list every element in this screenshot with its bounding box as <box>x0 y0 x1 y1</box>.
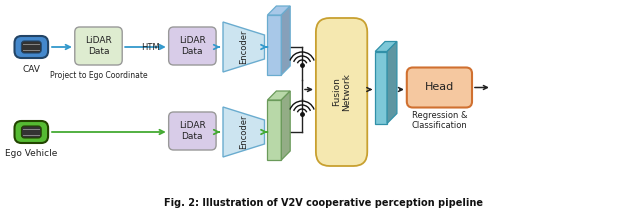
Polygon shape <box>223 107 264 157</box>
Text: Fig. 2: Illustration of V2V cooperative perception pipeline: Fig. 2: Illustration of V2V cooperative … <box>164 198 483 208</box>
Text: LiDAR
Data: LiDAR Data <box>179 36 205 56</box>
Polygon shape <box>282 6 290 75</box>
Text: Encoder: Encoder <box>239 115 248 149</box>
Text: Project to Ego Coordinate: Project to Ego Coordinate <box>50 71 147 81</box>
Text: LiDAR
Data: LiDAR Data <box>179 121 205 141</box>
Text: Fusion
Network: Fusion Network <box>332 73 351 111</box>
FancyBboxPatch shape <box>75 27 122 65</box>
Text: LiDAR
Data: LiDAR Data <box>85 36 112 56</box>
Polygon shape <box>268 91 290 100</box>
Polygon shape <box>282 91 290 160</box>
Polygon shape <box>268 6 290 15</box>
Text: Head: Head <box>425 82 454 92</box>
FancyBboxPatch shape <box>21 126 41 138</box>
Text: HTM: HTM <box>141 42 160 52</box>
FancyBboxPatch shape <box>15 121 48 143</box>
FancyBboxPatch shape <box>169 27 216 65</box>
Bar <box>268 15 282 75</box>
Polygon shape <box>223 22 264 72</box>
Polygon shape <box>375 42 397 52</box>
FancyBboxPatch shape <box>316 18 367 166</box>
FancyBboxPatch shape <box>15 36 48 58</box>
FancyBboxPatch shape <box>21 41 41 53</box>
Text: CAV: CAV <box>22 64 40 74</box>
Text: Regression &
Classification: Regression & Classification <box>412 111 467 130</box>
Bar <box>375 52 387 124</box>
Bar <box>268 100 282 160</box>
Text: Ego Vehicle: Ego Vehicle <box>5 149 58 159</box>
FancyBboxPatch shape <box>407 67 472 107</box>
FancyBboxPatch shape <box>169 112 216 150</box>
Text: Encoder: Encoder <box>239 30 248 64</box>
Polygon shape <box>387 42 397 124</box>
